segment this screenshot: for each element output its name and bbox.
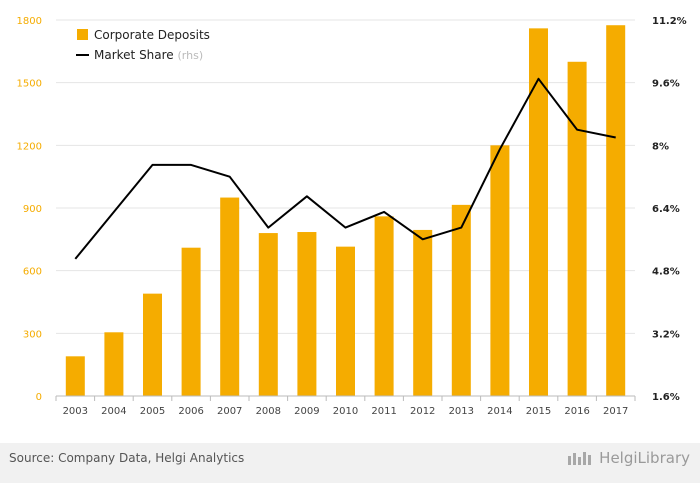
x-tick-label: 2008 [256,406,281,417]
bar [567,61,587,397]
x-tick-label: 2009 [294,406,319,417]
axes: 0 1.6% 300 3.2% 600 4.8% 900 6.4% 1200 8% 1500 9.6%… [17,16,687,417]
bar [529,28,548,396]
y-right-tick-label: 11.2% [652,16,687,27]
y-left-tick-label: 900 [23,204,42,215]
x-tick-label: 2013 [449,406,474,417]
legend-swatch-bar [77,29,88,40]
y-right-tick-label: 6.4% [652,204,680,215]
legend: Corporate Deposits Market Share (rhs) [76,28,210,62]
bar [181,247,201,396]
y-right-tick-label: 3.2% [652,329,680,340]
x-tick-label: 2011 [371,406,396,417]
y-right-tick-label: 1.6% [652,392,680,403]
x-tick-label: 2017 [603,406,628,417]
chart: 0 1.6% 300 3.2% 600 4.8% 900 6.4% 1200 8% 1500 9.6%… [17,16,687,417]
y-left-tick-label: 600 [23,267,42,278]
y-left-tick-label: 1500 [17,79,42,90]
x-tick-label: 2016 [564,406,589,417]
y-left-tick-label: 1200 [17,141,42,152]
bar [220,197,240,396]
footer: Source: Company Data, Helgi Analytics He… [0,443,700,483]
x-tick-label: 2006 [178,406,203,417]
x-tick-label: 2014 [487,406,512,417]
legend-label-rhs: (rhs) [178,49,204,62]
legend-label-market-share: Market Share (rhs) [94,48,203,62]
y-right-tick-label: 4.8% [652,267,680,278]
x-tick-label: 2012 [410,406,435,417]
bar [104,332,124,396]
line-series [74,77,616,260]
bar [451,204,471,396]
market-share-line [74,77,616,260]
y-right-tick-label: 8% [652,141,669,152]
bar [374,216,394,396]
y-left-tick-label: 300 [23,329,42,340]
bar [336,246,355,396]
x-tick-label: 2003 [63,406,88,417]
library-icon [568,452,592,465]
bar [490,145,510,396]
x-tick-label: 2005 [140,406,165,417]
bar [606,25,626,396]
y-left-tick-label: 1800 [17,16,42,27]
brand-logo: HelgiLibrary [567,449,690,467]
x-tick-label: 2015 [526,406,551,417]
bar [297,232,317,396]
y-left-tick-label: 0 [36,392,42,403]
bar [65,356,85,396]
bar [413,229,433,396]
y-right-tick-label: 9.6% [652,79,680,90]
x-tick-label: 2010 [333,406,358,417]
legend-label-corporate-deposits: Corporate Deposits [94,28,210,42]
bar-series [65,25,626,397]
source-note: Source: Company Data, Helgi Analytics [9,451,245,465]
bar [143,293,162,396]
x-tick-label: 2004 [101,406,126,417]
brand-name: HelgiLibrary [599,449,690,467]
bar [258,233,278,396]
x-tick-label: 2007 [217,406,242,417]
